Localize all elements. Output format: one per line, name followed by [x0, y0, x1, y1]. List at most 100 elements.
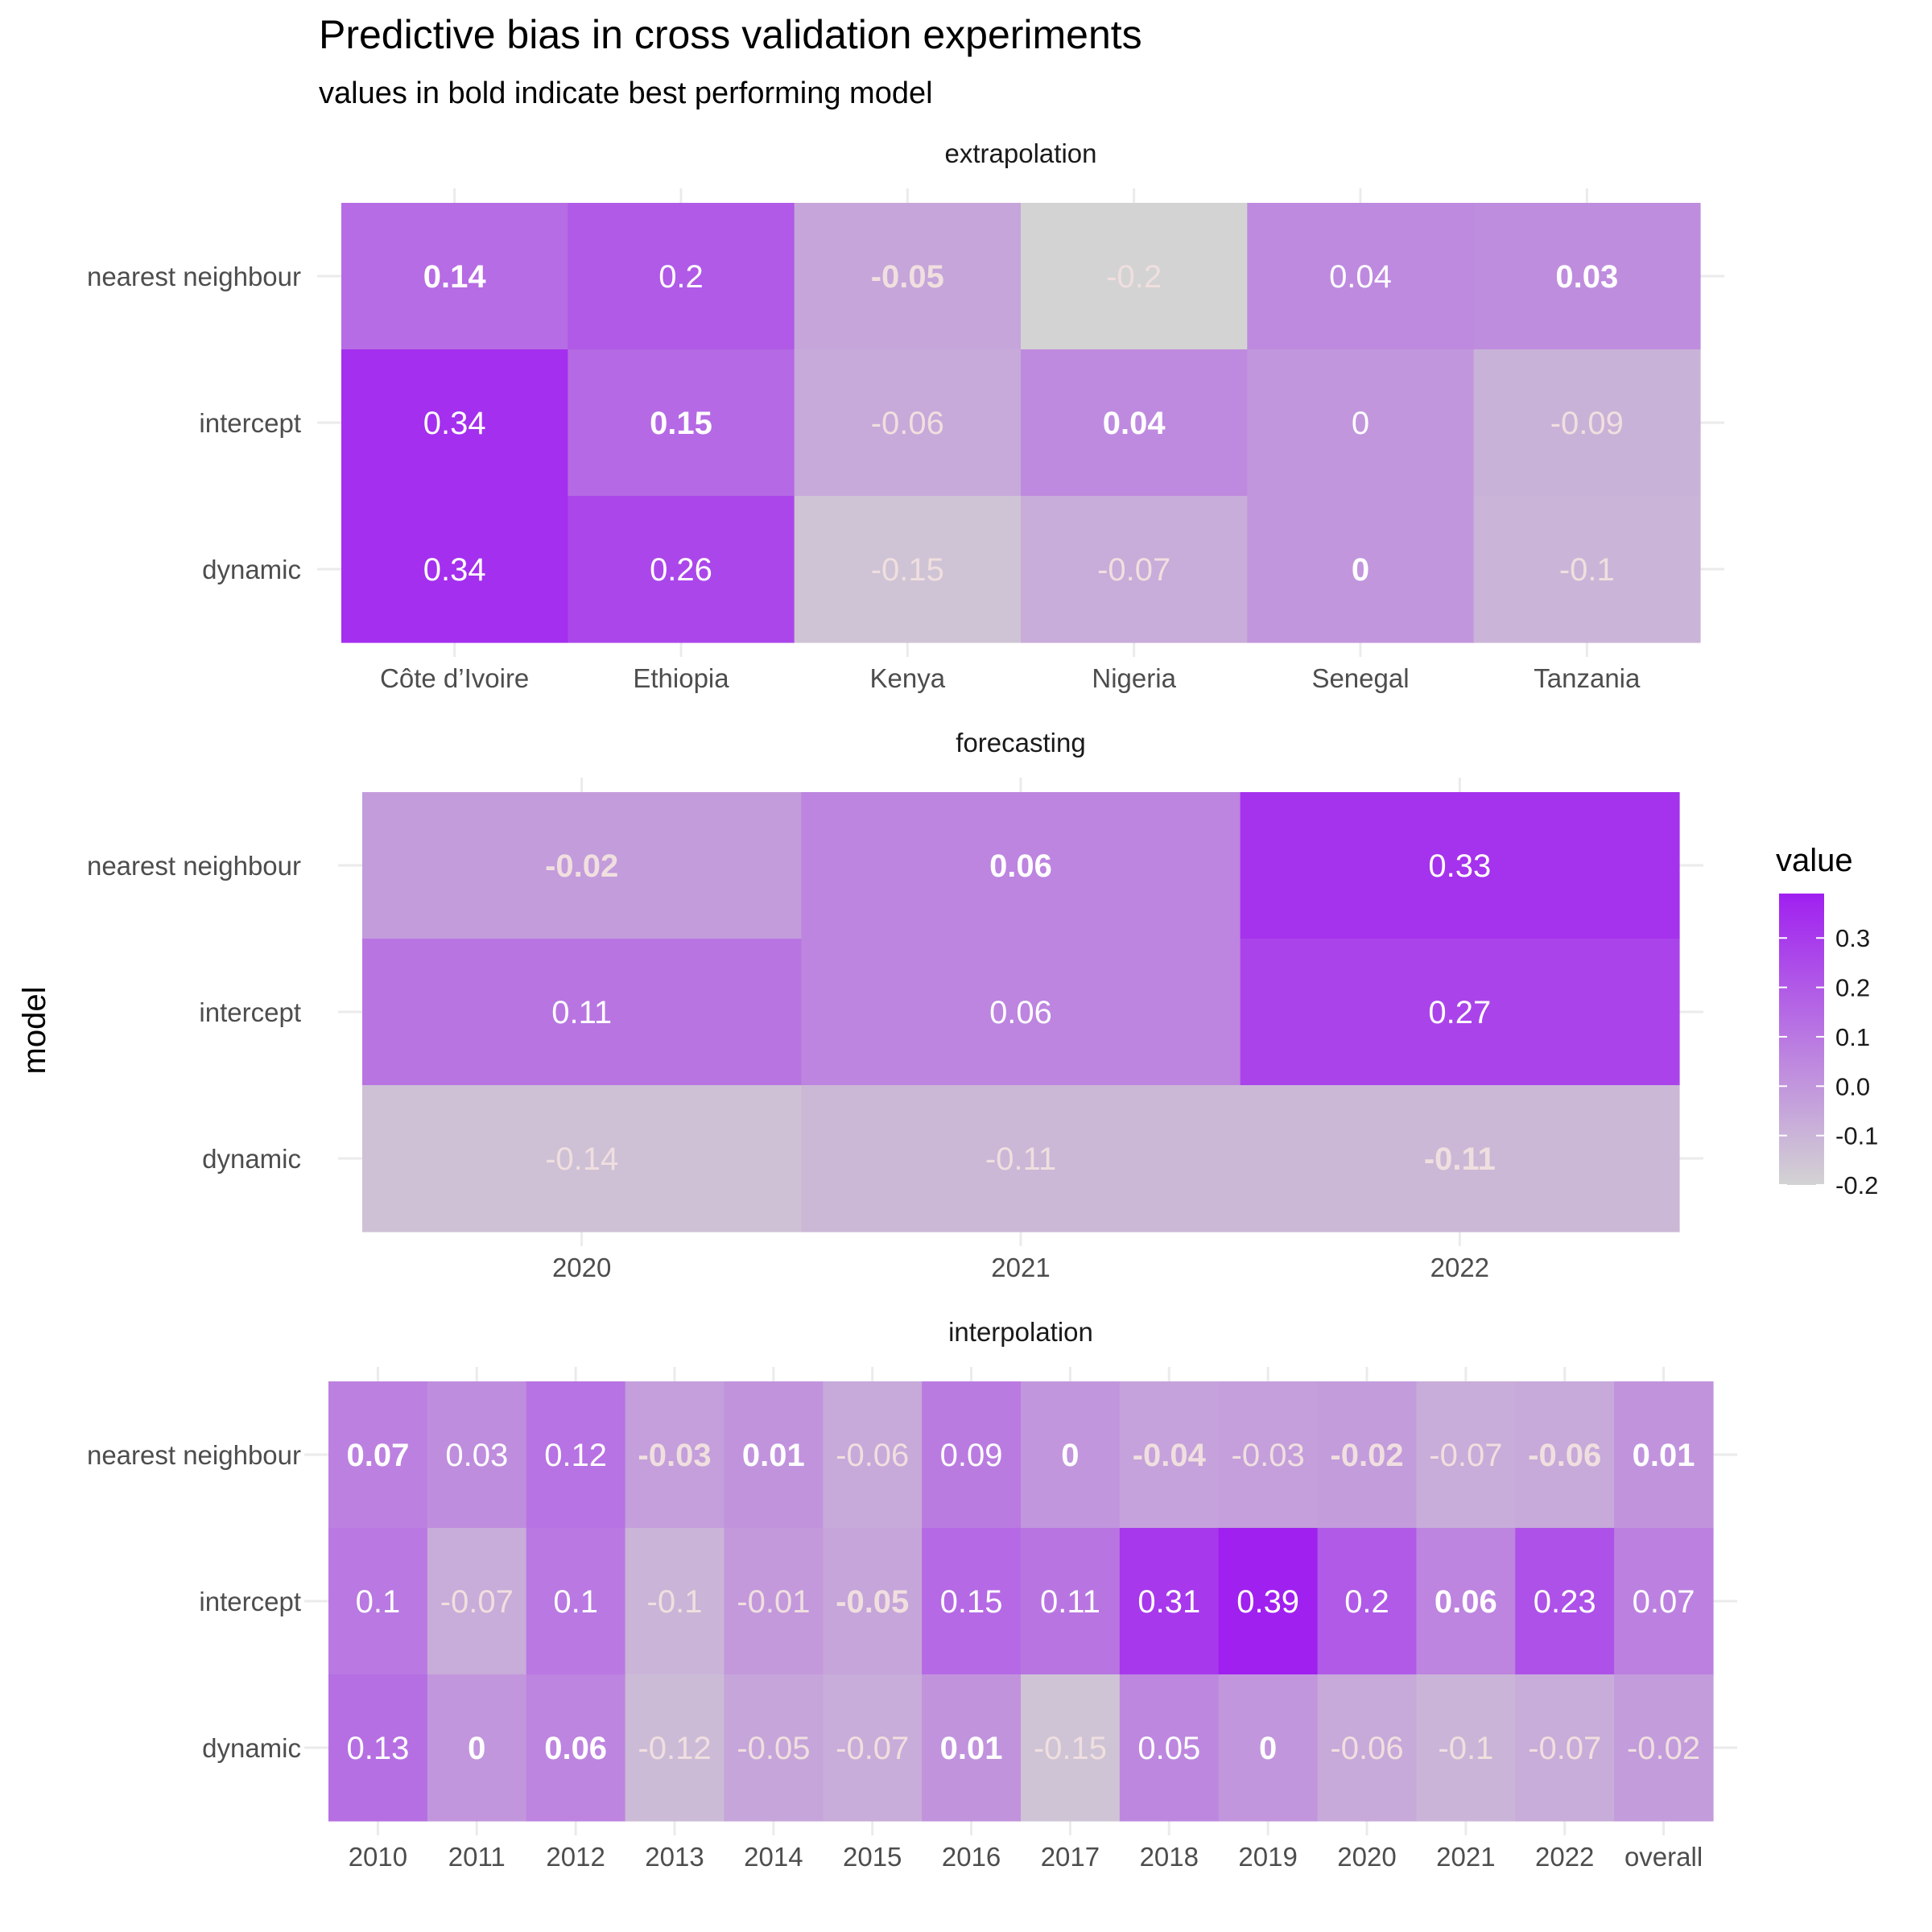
cell-value-label: 0.05 [1137, 1731, 1200, 1766]
panel-title: extrapolation [945, 138, 1097, 168]
x-tick-label: 2021 [991, 1253, 1050, 1282]
cell-value-label: 0.27 [1428, 995, 1491, 1030]
heatmap-cell [1218, 1674, 1319, 1822]
legend-tick-label: 0.3 [1835, 924, 1870, 952]
cell-value-label: -0.06 [836, 1438, 909, 1473]
legend-title: value [1776, 843, 1853, 878]
x-tick-label: Côte d’Ivoire [380, 663, 529, 693]
cell-value-label: -0.1 [647, 1584, 703, 1620]
heatmap-cell [1247, 349, 1475, 497]
heatmap-cell [794, 496, 1022, 643]
heatmap-cell [1240, 1085, 1680, 1232]
y-tick-label: dynamic [202, 1144, 301, 1174]
cell-value-label: -0.02 [545, 848, 618, 884]
heatmap-cell [341, 349, 568, 497]
cell-value-label: -0.06 [871, 406, 944, 441]
chart-subtitle: values in bold indicate best performing … [319, 76, 933, 110]
x-tick-label: 2016 [942, 1842, 1001, 1872]
heatmap-cell [362, 939, 802, 1086]
heatmap-cell [801, 792, 1241, 939]
heatmap-cell [922, 1528, 1022, 1675]
heatmap-cell [1218, 1381, 1319, 1529]
heatmap-cell [625, 1381, 725, 1529]
x-tick-label: 2018 [1140, 1842, 1199, 1872]
cell-value-label: -0.07 [1429, 1438, 1502, 1473]
cell-value-label: 0.15 [940, 1584, 1003, 1620]
heatmap-cell [1021, 496, 1248, 643]
cell-value-label: -0.07 [1528, 1731, 1601, 1766]
panel-forecasting: forecasting -0.02 0.06 0.33 0.11 0.06 0.27 -0.1… [87, 728, 1703, 1282]
panel-interpolation: interpolation 0.07 0.03 0.12 -0.03 0.01 -0.06 0… [87, 1317, 1737, 1872]
cell-value-label: -0.03 [1232, 1438, 1305, 1473]
cell-value-label: -0.11 [1424, 1141, 1496, 1177]
heatmap-cell [1021, 1381, 1121, 1529]
heatmap-cell [526, 1381, 626, 1529]
cell-value-label: 0.06 [989, 995, 1052, 1030]
x-tick-label: Tanzania [1534, 663, 1641, 693]
cell-value-label: -0.15 [871, 552, 944, 588]
y-tick-label: nearest neighbour [87, 262, 301, 291]
y-tick-label: dynamic [202, 1733, 301, 1763]
cell-value-label: 0.1 [553, 1584, 598, 1620]
heatmap-cell [427, 1674, 527, 1822]
cell-value-label: 0 [1061, 1438, 1079, 1473]
cell-value-label: 0.06 [1435, 1584, 1497, 1620]
heatmap-cell [1247, 496, 1475, 643]
panel-title: forecasting [956, 728, 1085, 758]
cell-value-label: 0.33 [1428, 848, 1491, 884]
heatmap-cell [823, 1674, 923, 1822]
heatmap-cell [1614, 1528, 1714, 1675]
cell-value-label: 0.01 [940, 1731, 1003, 1766]
cell-value-label: 0.09 [940, 1438, 1003, 1473]
heatmap-cell [568, 349, 795, 497]
cell-value-label: 0 [1352, 406, 1369, 441]
heatmap-cell [1416, 1528, 1516, 1675]
x-tick-label: Nigeria [1092, 663, 1176, 693]
cell-value-label: -0.05 [871, 259, 944, 295]
heatmap-cell [801, 1085, 1241, 1232]
facet-panels: extrapolation 0.14 0.2 -0.05 -0.2 0.04 0.03 0.3… [87, 138, 1737, 1872]
heatmap-cell [427, 1381, 527, 1529]
heatmap-cell [1021, 349, 1248, 497]
color-legend: value 0.3 0.2 0.1 0.0 -0.1 -0.2 [1776, 843, 1878, 1199]
cell-value-label: 0.1 [356, 1584, 401, 1620]
heatmap-cell [526, 1674, 626, 1822]
cell-value-label: 0.03 [1555, 259, 1618, 295]
cell-value-label: -0.12 [638, 1731, 711, 1766]
cell-value-label: 0.13 [346, 1731, 409, 1766]
heatmap-cell [1614, 1381, 1714, 1529]
cell-value-label: -0.2 [1106, 259, 1162, 295]
heatmap-cell [526, 1528, 626, 1675]
heatmap-cell [427, 1528, 527, 1675]
legend-colorbar [1779, 894, 1824, 1185]
heatmap-cell [625, 1674, 725, 1822]
cell-value-label: 0.01 [742, 1438, 805, 1473]
cell-value-label: 0 [468, 1731, 485, 1766]
heatmap-cell [823, 1381, 923, 1529]
heatmap-cell [1119, 1381, 1220, 1529]
heatmap-cell [1416, 1381, 1516, 1529]
cell-value-label: 0.06 [544, 1731, 607, 1766]
heatmap-cell [1021, 1528, 1121, 1675]
heatmap-cell [922, 1674, 1022, 1822]
x-tick-label: Ethiopia [633, 663, 729, 693]
heatmap-cell [1515, 1381, 1615, 1529]
chart-title: Predictive bias in cross validation expe… [319, 12, 1142, 57]
cell-value-label: 0.01 [1633, 1438, 1695, 1473]
heatmap-cell [1240, 792, 1680, 939]
heatmap-cell [1614, 1674, 1714, 1822]
cell-value-label: 0.23 [1534, 1584, 1596, 1620]
y-tick-label: intercept [199, 997, 301, 1027]
y-axis-title: model [17, 987, 52, 1075]
cell-value-label: -0.14 [545, 1141, 618, 1177]
x-tick-label: 2021 [1436, 1842, 1495, 1872]
cell-value-label: -0.05 [737, 1731, 810, 1766]
heatmap-cell [328, 1528, 428, 1675]
heatmap-cell [1317, 1528, 1418, 1675]
cell-value-label: 0.26 [650, 552, 712, 588]
heatmap-cell [823, 1528, 923, 1675]
heatmap-cell [341, 496, 568, 643]
cell-value-label: 0.11 [1040, 1584, 1100, 1620]
cell-value-label: -0.06 [1330, 1731, 1403, 1766]
